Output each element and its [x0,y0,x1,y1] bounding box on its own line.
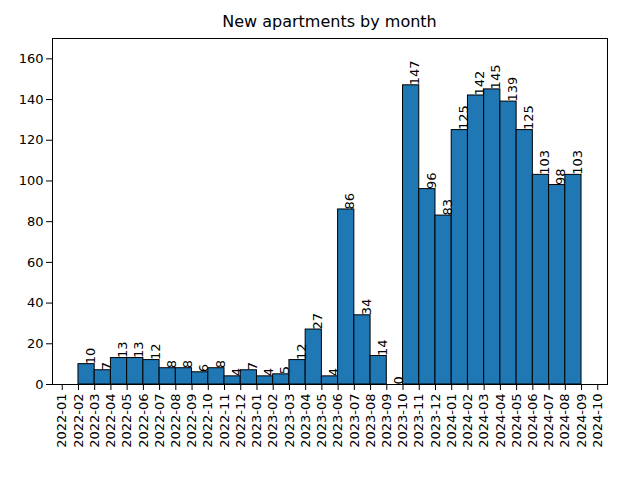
svg-text:100: 100 [19,173,44,188]
svg-text:8: 8 [180,360,195,368]
svg-text:0: 0 [35,377,43,392]
svg-text:2024-06: 2024-06 [525,394,540,448]
svg-text:140: 140 [19,92,44,107]
svg-text:103: 103 [537,150,552,175]
svg-text:13: 13 [115,341,130,358]
svg-text:8: 8 [164,360,179,368]
svg-text:2023-09: 2023-09 [379,394,394,448]
svg-text:2022-03: 2022-03 [87,394,102,448]
svg-text:2024-04: 2024-04 [493,394,508,448]
svg-text:34: 34 [359,299,374,316]
svg-text:7: 7 [99,362,114,370]
svg-text:2023-11: 2023-11 [411,394,426,448]
svg-text:2022-12: 2022-12 [233,394,248,448]
svg-text:2022-11: 2022-11 [217,394,232,448]
svg-text:40: 40 [27,295,44,310]
svg-text:120: 120 [19,132,44,147]
svg-text:2023-07: 2023-07 [347,394,362,448]
svg-text:27: 27 [310,313,325,330]
svg-text:8: 8 [213,360,228,368]
svg-text:2022-07: 2022-07 [152,394,167,448]
svg-text:2023-01: 2023-01 [249,394,264,448]
svg-text:145: 145 [488,65,503,90]
svg-text:20: 20 [27,336,44,351]
svg-text:2023-05: 2023-05 [314,394,329,448]
svg-text:2022-04: 2022-04 [103,394,118,448]
svg-text:96: 96 [424,173,439,190]
svg-text:13: 13 [131,341,146,358]
svg-text:2024-03: 2024-03 [476,394,491,448]
svg-text:2022-05: 2022-05 [119,394,134,448]
svg-text:2022-08: 2022-08 [168,394,183,448]
svg-text:2023-08: 2023-08 [363,394,378,448]
svg-text:142: 142 [472,71,487,96]
svg-text:2024-10: 2024-10 [590,394,605,448]
svg-text:4: 4 [261,368,276,376]
svg-text:2022-06: 2022-06 [136,394,151,448]
svg-text:2023-04: 2023-04 [298,394,313,448]
svg-text:14: 14 [375,339,390,356]
svg-text:2023-10: 2023-10 [395,394,410,448]
svg-text:12: 12 [148,344,163,361]
svg-text:2023-12: 2023-12 [428,394,443,448]
svg-text:80: 80 [27,214,44,229]
svg-text:2022-02: 2022-02 [71,394,86,448]
svg-text:2023-06: 2023-06 [330,394,345,448]
svg-text:2022-09: 2022-09 [184,394,199,448]
svg-text:6: 6 [196,364,211,372]
svg-text:125: 125 [521,105,536,130]
svg-text:83: 83 [440,199,455,216]
svg-text:0: 0 [391,376,406,384]
svg-text:4: 4 [326,368,341,376]
svg-text:98: 98 [553,168,568,185]
svg-text:10: 10 [83,348,98,365]
svg-text:2022-10: 2022-10 [200,394,215,448]
svg-text:125: 125 [456,105,471,130]
svg-text:139: 139 [505,77,520,102]
svg-text:4: 4 [229,368,244,376]
svg-text:2024-01: 2024-01 [444,394,459,448]
svg-text:147: 147 [407,60,422,85]
svg-text:12: 12 [294,344,309,361]
svg-text:103: 103 [570,150,585,175]
svg-text:60: 60 [27,255,44,270]
svg-text:7: 7 [245,362,260,370]
html-text:New apartments by month: New apartments by month [222,12,437,31]
svg-text:5: 5 [277,366,292,374]
svg-text:160: 160 [19,51,44,66]
svg-text:2023-03: 2023-03 [282,394,297,448]
svg-text:2022-01: 2022-01 [54,394,69,448]
svg-text:2024-09: 2024-09 [574,394,589,448]
svg-text:86: 86 [342,193,357,210]
svg-text:2024-07: 2024-07 [541,394,556,448]
svg-text:2023-02: 2023-02 [265,394,280,448]
svg-text:2024-08: 2024-08 [557,394,572,448]
svg-text:2024-02: 2024-02 [460,394,475,448]
svg-text:2024-05: 2024-05 [509,394,524,448]
